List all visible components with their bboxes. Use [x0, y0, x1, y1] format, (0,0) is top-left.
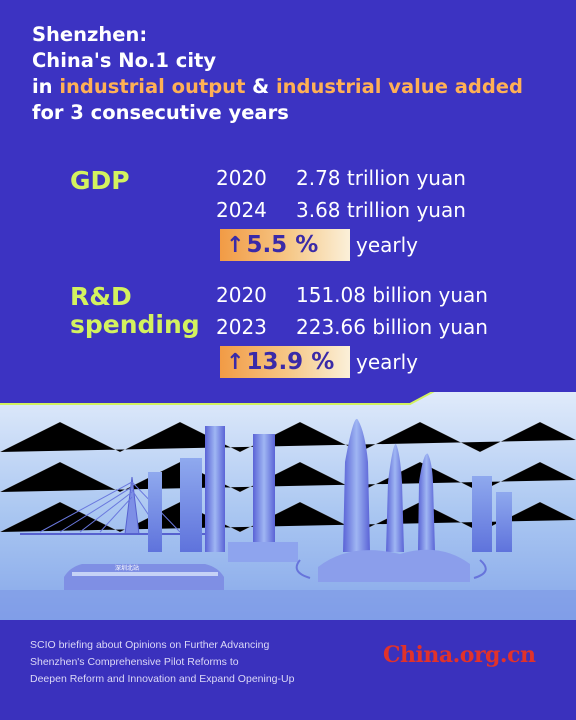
gdp-growth-value: 5.5 %	[246, 232, 319, 258]
gdp-row-2020: 2020 2.78 trillion yuan	[216, 165, 466, 191]
headline-line-1: Shenzhen:	[32, 23, 148, 46]
rd-value: 151.08 billion yuan	[296, 283, 488, 307]
gdp-value: 2.78 trillion yuan	[296, 166, 466, 190]
rd-label-line-2: spending	[70, 310, 200, 339]
rd-growth-value: 13.9 %	[246, 349, 335, 375]
footer: SCIO briefing about Opinions on Further …	[0, 620, 576, 720]
gdp-growth-badge: ↑ 5.5 %	[220, 229, 350, 261]
source-note-line-1: SCIO briefing about Opinions on Further …	[30, 639, 270, 651]
pavilion	[295, 549, 487, 582]
source-note-line-3: Deepen Reform and Innovation and Expand …	[30, 673, 295, 685]
rd-value: 223.66 billion yuan	[296, 315, 488, 339]
headline-highlight-value-added: industrial value added	[275, 75, 523, 98]
headline: Shenzhen: China's No.1 city in industria…	[32, 22, 552, 126]
city-skyline-illustration: 深圳北站	[0, 392, 576, 620]
gdp-year: 2024	[216, 198, 267, 222]
headline-ampersand: &	[245, 75, 276, 98]
source-note: SCIO briefing about Opinions on Further …	[30, 637, 370, 688]
rd-row-2020: 2020 151.08 billion yuan	[216, 282, 488, 308]
rd-growth-badge: ↑ 13.9 %	[220, 346, 350, 378]
source-note-line-2: Shenzhen's Comprehensive Pilot Reforms t…	[30, 656, 239, 668]
headline-line-2: China's No.1 city	[32, 49, 217, 72]
rd-row-2023: 2023 223.66 billion yuan	[216, 314, 488, 340]
china-org-cn-logo: China.org.cn	[383, 642, 536, 668]
gdp-growth: ↑ 5.5 % yearly	[220, 229, 418, 261]
gdp-label: GDP	[70, 166, 130, 195]
gdp-row-2024: 2024 3.68 trillion yuan	[216, 197, 466, 223]
train-station: 深圳北站	[64, 564, 224, 590]
rd-year: 2020	[216, 283, 267, 307]
rd-year: 2023	[216, 315, 267, 339]
headline-line-3: in industrial output & industrial value …	[32, 74, 552, 100]
office-buildings	[148, 426, 512, 562]
gdp-value: 3.68 trillion yuan	[296, 198, 466, 222]
supertall-towers	[343, 418, 435, 552]
rd-growth-unit: yearly	[356, 350, 419, 374]
up-arrow-icon: ↑	[226, 349, 245, 375]
band-outline	[0, 392, 435, 405]
water-reflection	[0, 590, 576, 620]
rd-growth: ↑ 13.9 % yearly	[220, 346, 418, 378]
gdp-growth-unit: yearly	[356, 233, 419, 257]
headline-highlight-industrial-output: industrial output	[59, 75, 246, 98]
up-arrow-icon: ↑	[226, 232, 245, 258]
headline-prefix: in	[32, 75, 60, 98]
gdp-year: 2020	[216, 166, 267, 190]
headline-line-4: for 3 consecutive years	[32, 101, 289, 124]
rd-label-line-1: R&D	[70, 282, 132, 311]
station-sign: 深圳北站	[115, 564, 139, 572]
